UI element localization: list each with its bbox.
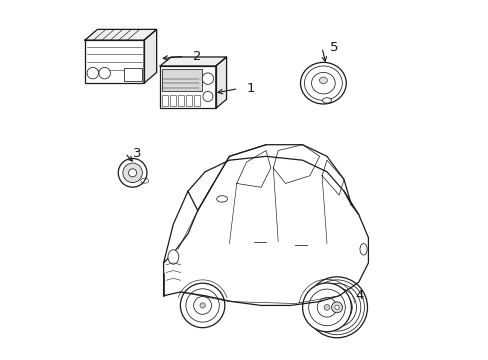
Circle shape — [128, 169, 136, 177]
Bar — [162, 69, 202, 90]
Ellipse shape — [168, 250, 179, 264]
Circle shape — [306, 277, 367, 338]
Circle shape — [200, 303, 205, 308]
Bar — [185, 95, 192, 107]
Ellipse shape — [319, 77, 326, 84]
Bar — [85, 40, 144, 83]
Text: 2: 2 — [192, 50, 201, 63]
Circle shape — [180, 283, 224, 328]
Polygon shape — [160, 57, 226, 66]
Text: 5: 5 — [329, 41, 338, 54]
Polygon shape — [85, 30, 156, 40]
Bar — [169, 95, 176, 107]
Circle shape — [203, 91, 212, 102]
Bar — [124, 68, 142, 81]
Text: 3: 3 — [132, 147, 141, 159]
Bar — [193, 95, 200, 107]
Circle shape — [331, 302, 342, 313]
Ellipse shape — [216, 196, 227, 202]
Circle shape — [302, 283, 351, 332]
Circle shape — [87, 67, 99, 79]
Ellipse shape — [300, 62, 346, 104]
Circle shape — [122, 163, 142, 183]
Bar — [178, 95, 184, 107]
Bar — [160, 66, 215, 108]
Text: 1: 1 — [246, 82, 254, 95]
Ellipse shape — [322, 98, 331, 103]
Bar — [162, 95, 168, 107]
Text: 4: 4 — [354, 289, 363, 302]
Circle shape — [118, 158, 147, 187]
Polygon shape — [144, 30, 156, 83]
Ellipse shape — [359, 244, 366, 255]
Circle shape — [99, 67, 110, 79]
Circle shape — [202, 73, 213, 84]
Circle shape — [324, 305, 329, 310]
Polygon shape — [215, 57, 226, 108]
Circle shape — [334, 305, 339, 310]
